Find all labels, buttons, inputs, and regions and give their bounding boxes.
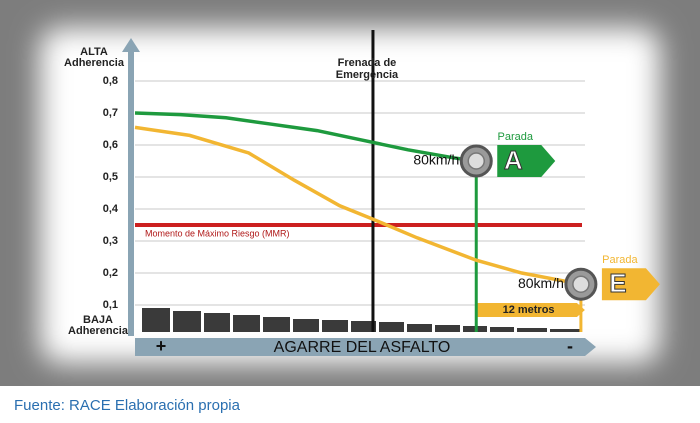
panel bbox=[40, 28, 660, 363]
y-bottom-label: BAJA bbox=[83, 314, 113, 326]
series-line bbox=[134, 125, 582, 286]
y-tick-label: 0,8 bbox=[103, 75, 118, 87]
x-start-label: + bbox=[156, 336, 167, 356]
stop-label: Parada bbox=[602, 254, 638, 266]
y-tick-label: 0,4 bbox=[103, 203, 119, 215]
stop-label: Parada bbox=[498, 131, 534, 143]
stop-sign bbox=[497, 145, 556, 177]
rim bbox=[572, 275, 590, 293]
x-end-label: - bbox=[567, 336, 573, 356]
emergency-label: Frenada de bbox=[338, 57, 397, 69]
rim bbox=[467, 152, 485, 170]
series-line bbox=[134, 111, 477, 163]
y-tick-label: 0,7 bbox=[103, 107, 118, 119]
y-tick-label: 0,5 bbox=[103, 171, 118, 183]
emergency-label: Emergencia bbox=[336, 69, 399, 81]
y-axis bbox=[128, 50, 134, 336]
stop-letter: A bbox=[504, 145, 523, 175]
y-tick-label: 0,2 bbox=[103, 267, 118, 279]
y-tick-label: 0,1 bbox=[103, 299, 118, 311]
source: Fuente: RACE Elaboración propia bbox=[14, 397, 241, 414]
stop-sign bbox=[601, 268, 660, 301]
x-axis bbox=[135, 338, 596, 356]
stop-letter: E bbox=[609, 268, 626, 298]
y-tick-label: 0,3 bbox=[103, 235, 118, 247]
y-top-label: Adherencia bbox=[64, 57, 125, 69]
y-top-label: ALTA bbox=[80, 46, 108, 58]
y-axis-arrow bbox=[122, 38, 140, 52]
mmr-label: Momento de Máximo Riesgo (MMR) bbox=[145, 228, 290, 238]
road-texture bbox=[142, 308, 580, 332]
distance-label: 12 metros bbox=[503, 304, 555, 316]
distance-bar bbox=[476, 303, 585, 317]
speed-label: 80km/h bbox=[518, 275, 564, 291]
y-bottom-label: Adherencia bbox=[68, 325, 129, 337]
y-tick-label: 0,6 bbox=[103, 139, 118, 151]
x-axis-label: AGARRE DEL ASFALTO bbox=[274, 339, 451, 356]
speed-label: 80km/h bbox=[413, 152, 459, 168]
